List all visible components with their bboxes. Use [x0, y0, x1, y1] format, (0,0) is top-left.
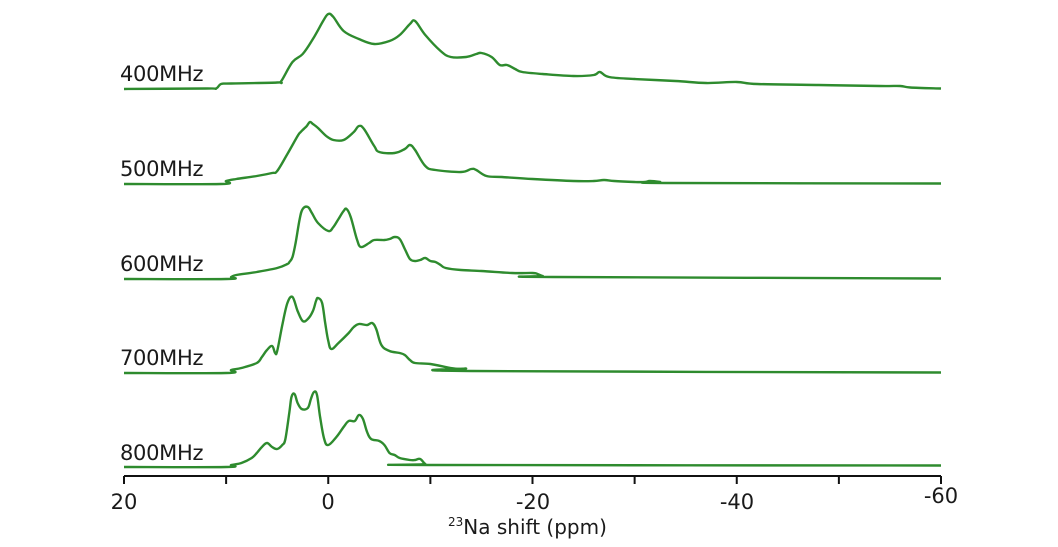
x-axis-title-text: Na shift (ppm) [463, 515, 607, 539]
x-tick-label-minus40: -40 [719, 490, 755, 514]
spectrum-trace-800mhz [123, 390, 942, 469]
x-axis-title-isotope-mass: 23 [448, 515, 464, 529]
spectrum-trace-500mhz [123, 120, 942, 186]
x-axis-ticks [123, 476, 942, 484]
spectrum-trace-600mhz [123, 205, 942, 281]
x-tick-label-minus20: -20 [515, 490, 551, 514]
series-label-700mhz: 700MHz [120, 346, 204, 370]
spectrum-trace-400mhz [123, 12, 942, 91]
series-label-500mhz: 500MHz [120, 157, 204, 181]
x-axis-title: 23Na shift (ppm) [448, 515, 607, 539]
x-tick-label-20: 20 [110, 490, 138, 514]
x-tick-label-minus60: -60 [923, 484, 959, 508]
spectra-traces [123, 12, 942, 469]
series-label-800mhz: 800MHz [120, 441, 204, 465]
x-tick-label-0: 0 [321, 490, 335, 514]
series-label-600mhz: 600MHz [120, 252, 204, 276]
spectrum-trace-700mhz [123, 295, 942, 375]
x-axis [123, 475, 942, 484]
series-label-400mhz: 400MHz [120, 62, 204, 86]
